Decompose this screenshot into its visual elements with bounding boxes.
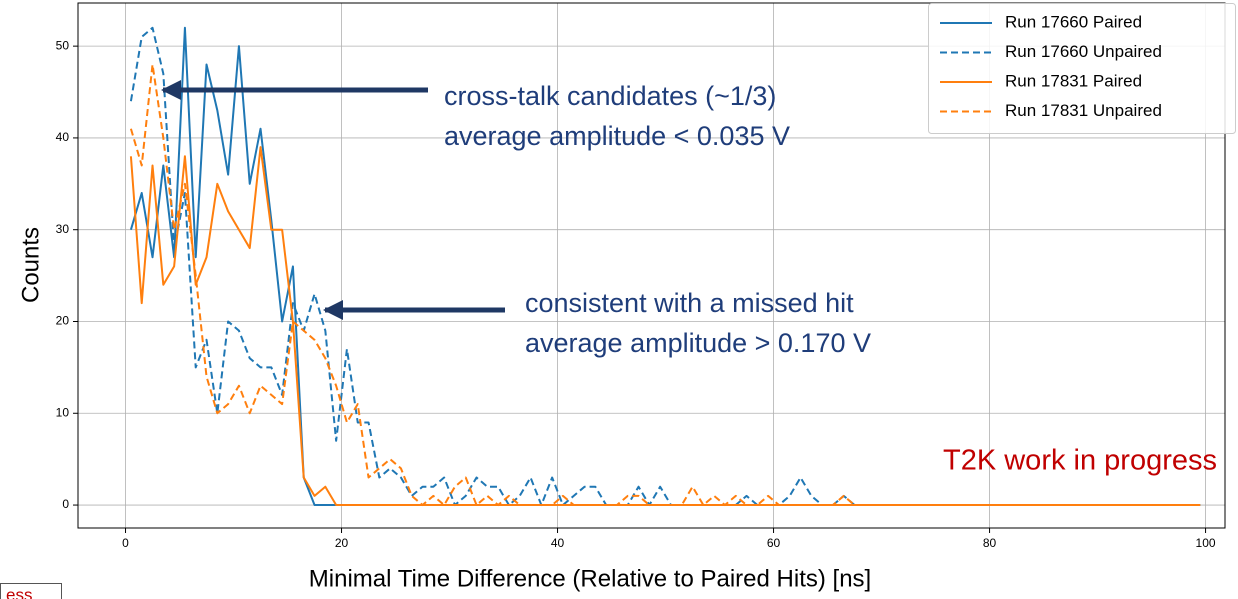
y-axis-label: Counts [17, 227, 44, 303]
corner-frame [0, 583, 62, 599]
legend-label: Run 17831 Paired [1005, 71, 1142, 90]
annotation-text: cross-talk candidates (~1/3) [444, 81, 776, 111]
annotation-text: consistent with a missed hit [525, 288, 854, 318]
plot-lines [129, 26, 1201, 507]
legend-label: Run 17831 Unpaired [1005, 101, 1162, 120]
x-tick-label: 0 [122, 536, 129, 550]
series-line [129, 26, 1201, 507]
annotation-text: average amplitude > 0.170 V [525, 328, 871, 358]
y-tick-label: 30 [56, 222, 70, 236]
x-tick-label: 80 [983, 536, 997, 550]
series-line [129, 63, 1201, 507]
y-tick-label: 20 [56, 314, 70, 328]
y-tick-label: 40 [56, 130, 70, 144]
y-tick-label: 0 [62, 497, 69, 511]
annotation-text: average amplitude < 0.035 V [444, 121, 790, 151]
watermark: T2K work in progress [943, 445, 1217, 477]
x-tick-label: 40 [551, 536, 565, 550]
legend-label: Run 17660 Paired [1005, 12, 1142, 31]
legend-label: Run 17660 Unpaired [1005, 42, 1162, 61]
corner-box: ess [0, 583, 62, 599]
x-axis-label: Minimal Time Difference (Relative to Pai… [309, 565, 871, 592]
x-tick-label: 60 [767, 536, 781, 550]
y-tick-label: 10 [56, 405, 70, 419]
corner-label: ess [6, 585, 32, 599]
legend-box [928, 3, 1236, 134]
y-tick-label: 50 [56, 38, 70, 52]
x-tick-label: 100 [1196, 536, 1216, 550]
x-tick-label: 20 [335, 536, 349, 550]
plot-frame [77, 2, 1226, 529]
